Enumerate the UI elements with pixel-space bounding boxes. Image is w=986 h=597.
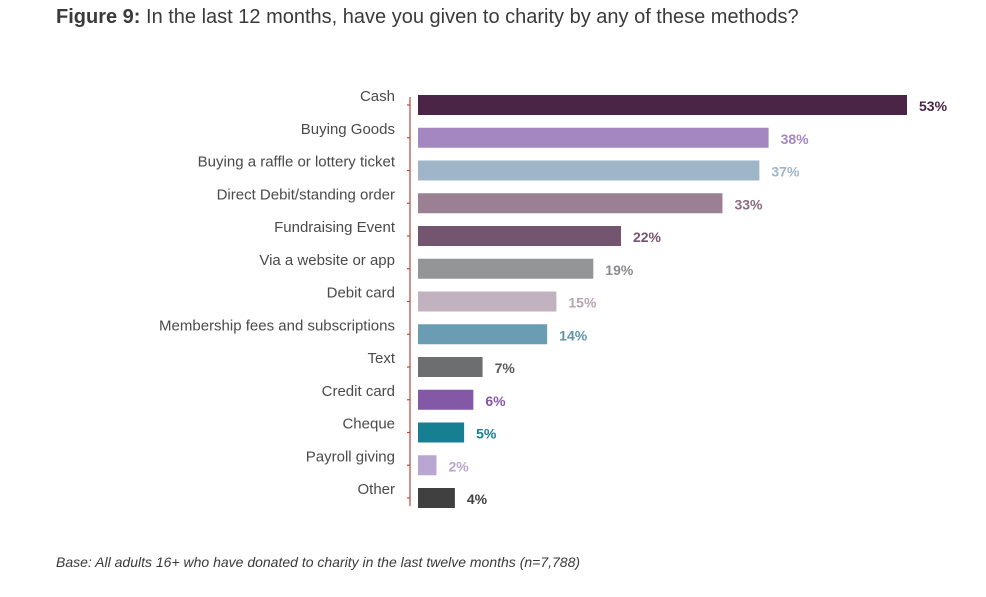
category-label: Direct Debit/standing order — [217, 186, 395, 203]
category-label: Via a website or app — [259, 252, 395, 269]
category-label: Debit card — [327, 285, 395, 302]
bar — [418, 258, 594, 279]
value-label: 22% — [633, 229, 662, 245]
value-label: 4% — [467, 491, 488, 507]
bar — [418, 127, 769, 148]
category-label: Credit card — [322, 383, 395, 400]
bar — [418, 193, 723, 214]
category-label: Buying Goods — [301, 121, 395, 138]
bar — [418, 160, 760, 181]
bar — [418, 422, 465, 443]
category-label: Buying a raffle or lottery ticket — [198, 154, 396, 171]
value-label: 7% — [495, 360, 516, 376]
bar — [418, 226, 621, 246]
bar — [418, 357, 483, 377]
figure-title: Figure 9: In the last 12 months, have yo… — [56, 6, 799, 29]
figure-title-text: In the last 12 months, have you given to… — [146, 6, 799, 28]
value-label: 2% — [448, 458, 469, 474]
bar — [418, 291, 557, 312]
bar — [418, 488, 455, 508]
value-label: 37% — [771, 164, 800, 180]
category-label: Text — [367, 350, 395, 367]
category-label: Cash — [360, 88, 395, 105]
category-label: Other — [357, 481, 395, 498]
category-label: Cheque — [342, 416, 395, 433]
value-label: 19% — [605, 262, 634, 278]
bar — [418, 455, 437, 476]
category-label: Fundraising Event — [274, 219, 396, 236]
value-label: 53% — [919, 98, 948, 114]
category-label: Payroll giving — [306, 448, 395, 465]
bar — [418, 324, 548, 345]
value-label: 38% — [781, 131, 810, 147]
value-label: 15% — [568, 295, 597, 311]
category-label: Membership fees and subscriptions — [159, 317, 395, 334]
bar — [418, 95, 907, 115]
value-label: 5% — [476, 426, 497, 442]
bar — [418, 389, 474, 410]
base-footnote: Base: All adults 16+ who have donated to… — [56, 554, 581, 570]
figure-label: Figure 9: — [56, 6, 141, 28]
value-label: 6% — [485, 393, 506, 409]
value-label: 14% — [559, 327, 588, 343]
value-label: 33% — [734, 196, 763, 212]
